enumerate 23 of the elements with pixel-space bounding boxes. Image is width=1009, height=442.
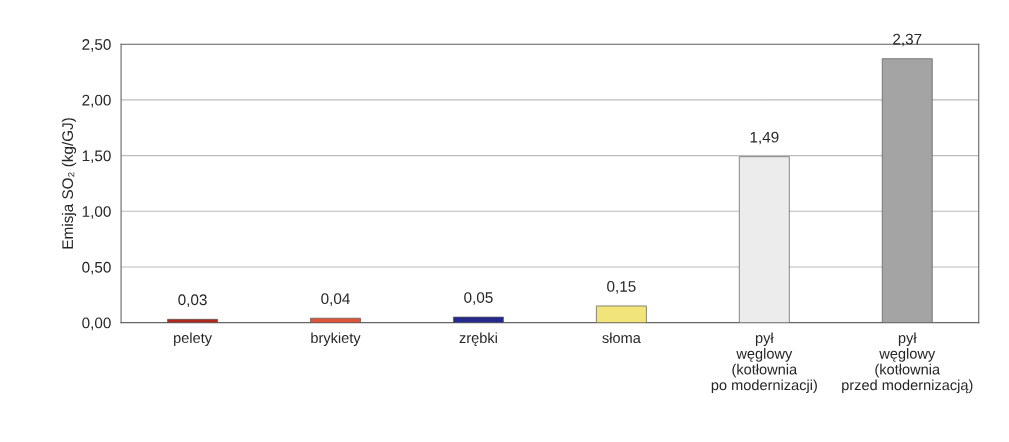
- y-axis-title: Emisja SO₂ (kg/GJ): [61, 118, 77, 249]
- x-tick-label: brykiety: [311, 332, 361, 346]
- data-label: 1,49: [750, 131, 779, 145]
- x-tick-label: słoma: [602, 332, 641, 344]
- data-label: 0,04: [321, 293, 350, 306]
- y-tick-label: 1,50: [82, 150, 111, 164]
- x-tick-label: pył węglowy (kotłownia przed modernizacją): [842, 332, 973, 394]
- y-tick-label: 1,00: [82, 206, 111, 219]
- y-tick-label: 0,50: [82, 261, 111, 275]
- x-tick-label: zrębki: [459, 332, 497, 346]
- data-label: 0,05: [464, 292, 493, 305]
- bar: [881, 58, 933, 323]
- y-tick-label: 0,00: [82, 317, 111, 331]
- x-tick-label: pył węglowy (kotłownia po modernizacji): [711, 332, 817, 394]
- x-tick-label: pelety: [174, 332, 212, 346]
- bar: [596, 305, 647, 323]
- y-tick-label: 2,50: [82, 39, 111, 52]
- bar: [453, 316, 504, 323]
- y-tick-label: 2,00: [82, 94, 111, 108]
- bar: [738, 156, 790, 323]
- data-label: 0,03: [178, 294, 207, 307]
- data-label: 2,37: [893, 33, 922, 47]
- data-label: 0,15: [607, 281, 636, 294]
